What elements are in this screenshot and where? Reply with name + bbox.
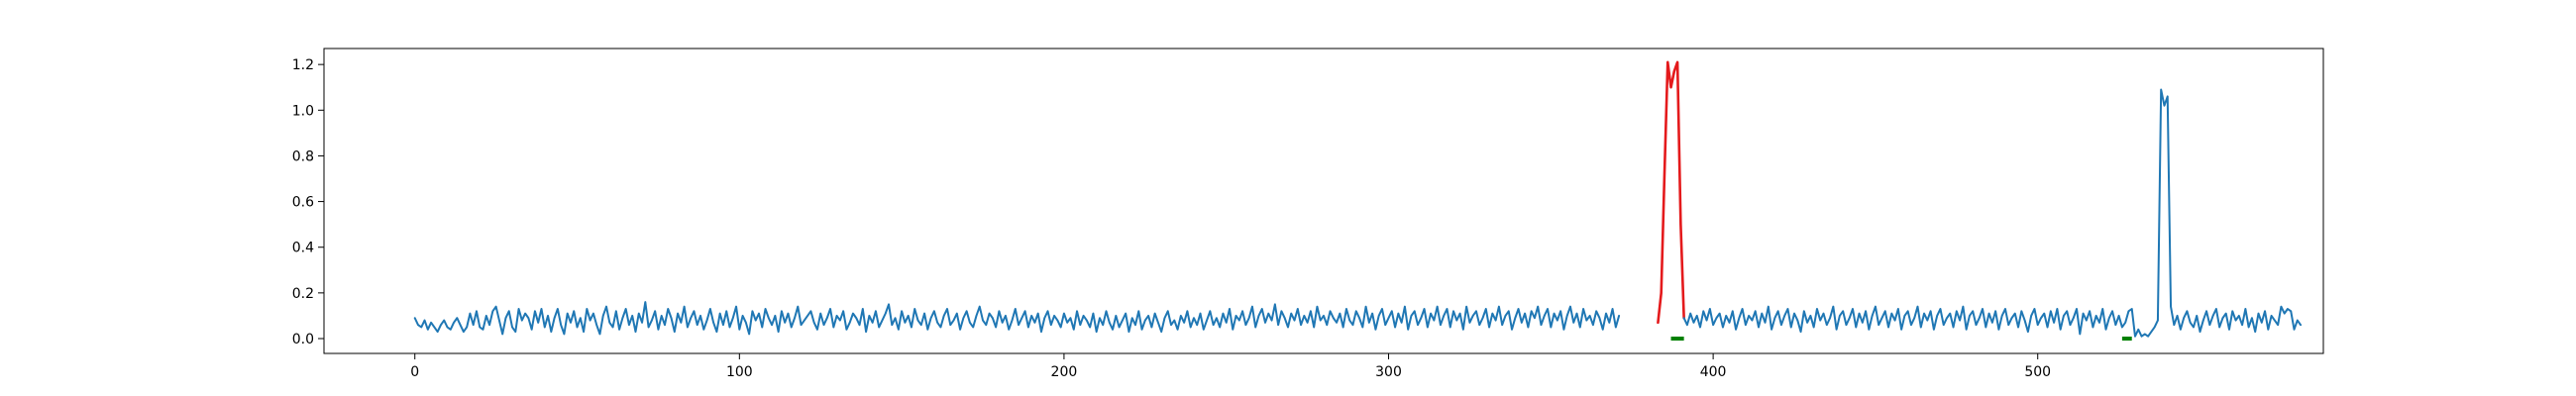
y-tick-label: 1.0 [292, 103, 314, 119]
x-tick-label: 500 [2024, 364, 2051, 380]
series-line-signal [413, 301, 1621, 336]
series-line-highlight [1657, 60, 1685, 325]
y-axis: 0.0 0.2 0.4 0.6 0.8 1.0 1.2 [292, 57, 324, 347]
x-axis: 0 100 200 300 400 500 [410, 353, 2051, 380]
x-tick-label: 0 [410, 364, 419, 380]
axes-frame [323, 48, 2324, 354]
x-tick-label: 400 [1700, 364, 1727, 380]
x-tick-label: 200 [1051, 364, 1078, 380]
y-tick-label: 0.6 [292, 195, 314, 211]
series-layer [413, 60, 2303, 338]
y-tick-label: 0.8 [292, 148, 314, 164]
y-tick-label: 0.0 [292, 332, 314, 347]
x-tick-label: 100 [726, 364, 753, 380]
series-line-signal-continued [1682, 88, 2303, 338]
x-tick-label: 300 [1375, 364, 1402, 380]
y-tick-label: 0.2 [292, 286, 314, 302]
y-tick-label: 0.4 [292, 241, 314, 256]
y-tick-label: 1.2 [292, 57, 314, 73]
